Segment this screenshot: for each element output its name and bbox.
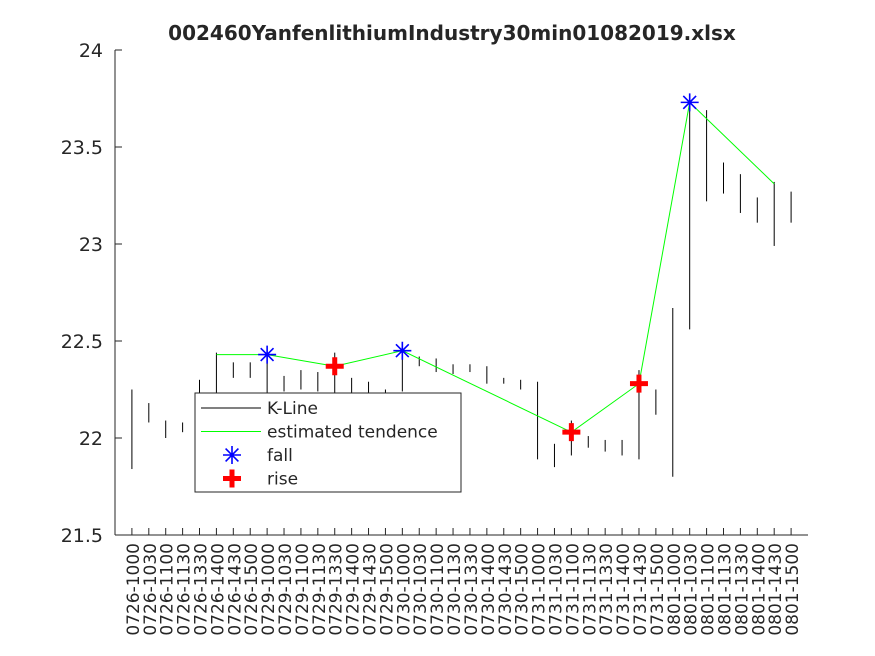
x-tick-label: 0801-1000 — [665, 543, 685, 636]
x-tick-label: 0726-1100 — [158, 543, 178, 636]
fall-marker — [680, 93, 699, 112]
x-tick-label: 0730-1000 — [394, 543, 414, 636]
y-tick-label: 22.5 — [61, 331, 103, 353]
x-tick-label: 0801-1100 — [699, 543, 719, 636]
y-tick-label: 21.5 — [61, 525, 103, 547]
legend-label: fall — [267, 446, 293, 466]
x-tick-label: 0726-1030 — [141, 543, 161, 636]
y-tick-label: 23.5 — [61, 137, 103, 159]
x-tick-label: 0801-1130 — [715, 543, 735, 636]
x-tick-label: 0731-1400 — [614, 543, 634, 636]
x-tick-label: 0730-1030 — [411, 543, 431, 636]
x-tick-label: 0730-1400 — [479, 543, 499, 636]
x-tick-label: 0730-1330 — [462, 543, 482, 636]
x-tick-label: 0731-1430 — [631, 543, 651, 636]
x-tick-label: 0731-1100 — [563, 543, 583, 636]
x-tick-label: 0729-1330 — [327, 543, 347, 636]
x-tick-label: 0730-1430 — [496, 543, 516, 636]
x-tick-label: 0731-1130 — [580, 543, 600, 636]
fall-marker — [258, 345, 277, 364]
tendence-line — [216, 101, 775, 433]
chart-title: 002460YanfenlithiumIndustry30min01082019… — [168, 21, 736, 45]
x-tick-label: 0730-1100 — [428, 543, 448, 636]
x-tick-label: 0801-1030 — [682, 543, 702, 636]
legend-label: K-Line — [267, 399, 318, 419]
x-tick-label: 0731-1000 — [530, 543, 550, 636]
x-tick-label: 0730-1500 — [513, 543, 533, 636]
fall-marker — [393, 341, 412, 360]
x-tick-label: 0729-1430 — [361, 543, 381, 636]
rise-marker — [325, 357, 344, 376]
rise-marker — [562, 423, 581, 442]
x-tick-label: 0729-1100 — [293, 543, 313, 636]
legend-label: rise — [267, 470, 298, 490]
legend-swatch — [223, 469, 241, 488]
x-tick-label: 0726-1500 — [242, 543, 262, 636]
x-tick-label: 0801-1400 — [749, 543, 769, 636]
x-tick-label: 0729-1000 — [259, 543, 279, 636]
x-tick-label: 0726-1330 — [192, 543, 212, 636]
y-tick-label: 24 — [79, 40, 103, 62]
x-tick-label: 0729-1400 — [344, 543, 364, 636]
x-tick-label: 0729-1500 — [377, 543, 397, 636]
y-tick-label: 22 — [79, 428, 103, 450]
x-tick-label: 0731-1500 — [648, 543, 668, 636]
x-tick-label: 0729-1030 — [276, 543, 296, 636]
x-tick-label: 0801-1330 — [732, 543, 752, 636]
x-tick-label: 0726-1130 — [175, 543, 195, 636]
legend-label: estimated tendence — [267, 423, 438, 443]
x-tick-label: 0801-1430 — [766, 543, 786, 636]
y-tick-label: 23 — [79, 234, 103, 256]
rise-marker — [629, 374, 648, 393]
x-tick-label: 0731-1330 — [597, 543, 617, 636]
x-tick-label: 0731-1030 — [546, 543, 566, 636]
x-tick-label: 0729-1130 — [310, 543, 330, 636]
legend-box — [194, 392, 462, 493]
x-tick-label: 0726-1400 — [208, 543, 228, 636]
x-tick-label: 0726-1430 — [225, 543, 245, 636]
x-tick-label: 0726-1000 — [124, 543, 144, 636]
x-tick-label: 0730-1130 — [445, 543, 465, 636]
legend-swatch — [223, 446, 241, 464]
x-tick-label: 0801-1500 — [783, 543, 803, 636]
